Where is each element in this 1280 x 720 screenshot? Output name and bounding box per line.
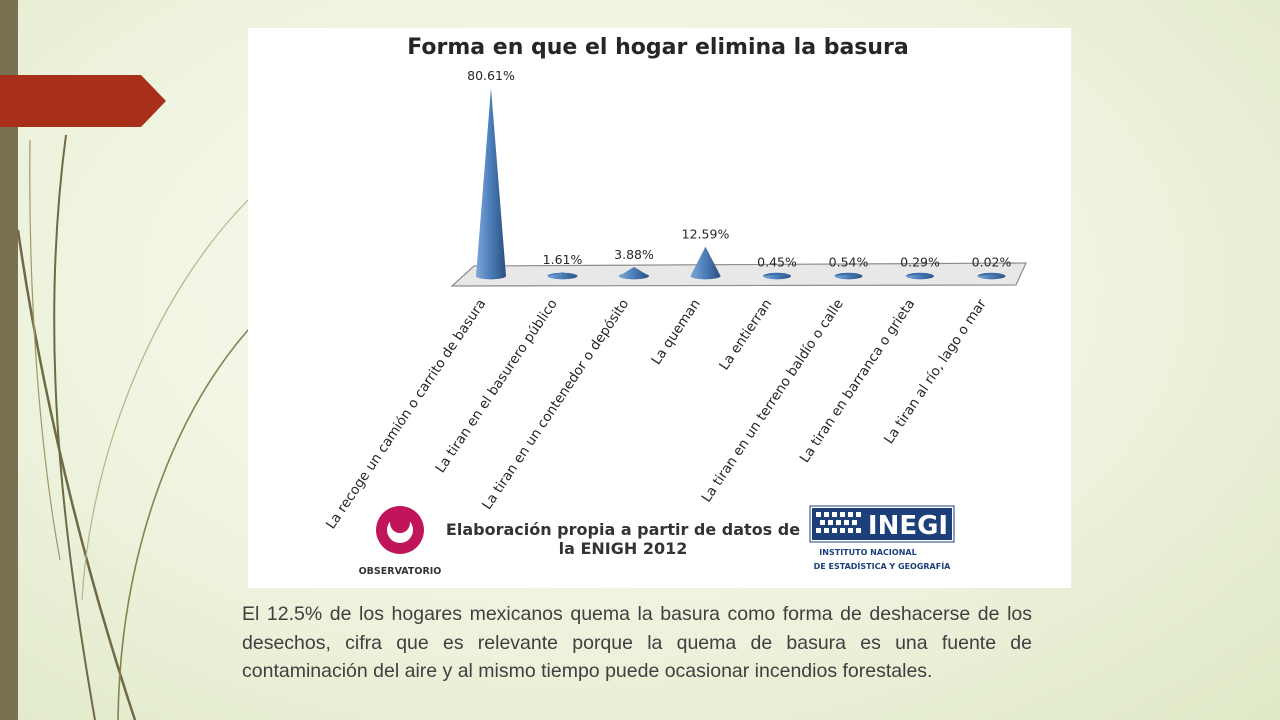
category-label: La tiran en un terreno baldío o calle — [699, 296, 847, 505]
decorative-curves — [16, 134, 249, 720]
chart-cone-bar — [834, 274, 863, 280]
data-label: 80.61% — [467, 68, 515, 83]
chart-cone-bar — [977, 274, 1006, 280]
slide-red-tag — [0, 75, 166, 127]
source-line-1: Elaboración propia a partir de datos de — [446, 520, 800, 539]
category-label: La tiran en un contenedor o depósito — [479, 296, 632, 512]
source-line-2: la ENIGH 2012 — [559, 539, 688, 558]
inegi-logo-name: INEGI — [868, 511, 948, 541]
data-label: 12.59% — [682, 227, 730, 242]
chart-cone-bar — [476, 88, 506, 280]
category-label: La entierran — [716, 296, 775, 373]
inegi-subtitle-1: INSTITUTO NACIONAL — [819, 548, 916, 557]
data-label: 0.02% — [972, 255, 1012, 270]
data-label: 0.29% — [900, 255, 940, 270]
inegi-logo: INEGI INSTITUTO NACIONAL DE ESTADÍSTICA … — [809, 505, 955, 571]
slide-side-bar — [0, 0, 18, 720]
chart-marks: 80.61% La recoge un camión o carrito de b… — [323, 68, 1011, 532]
chart-canvas: Forma en que el hogar elimina la basura … — [323, 35, 1027, 577]
chart-cone-bar — [690, 246, 721, 280]
chart-cone-bar — [906, 274, 934, 280]
chart-cone-bar — [547, 272, 578, 280]
observatorio-logo-text: OBSERVATORIO — [359, 566, 442, 577]
data-label: 3.88% — [614, 247, 654, 262]
data-label: 0.54% — [829, 255, 869, 270]
category-label: La queman — [648, 296, 703, 368]
data-label: 1.61% — [543, 252, 583, 267]
inegi-subtitle-2: DE ESTADÍSTICA Y GEOGRAFÍA — [814, 560, 952, 571]
chart-cone-bar — [763, 274, 791, 280]
chart-cone-bar — [619, 266, 649, 280]
chart-floor — [450, 262, 1027, 287]
chart-title: Forma en que el hogar elimina la basura — [407, 35, 909, 60]
data-label: 0.45% — [757, 255, 797, 270]
category-label: La tiran en barranca o grieta — [797, 296, 919, 466]
slide-caption: El 12.5% de los hogares mexicanos quema … — [242, 603, 1032, 683]
chart-panel: Forma en que el hogar elimina la basura … — [248, 28, 1071, 588]
category-label: La tiran en el basurero público — [432, 296, 560, 476]
observatorio-logo: OBSERVATORIO — [359, 506, 442, 577]
category-label: La recoge un camión o carrito de basura — [323, 296, 489, 532]
